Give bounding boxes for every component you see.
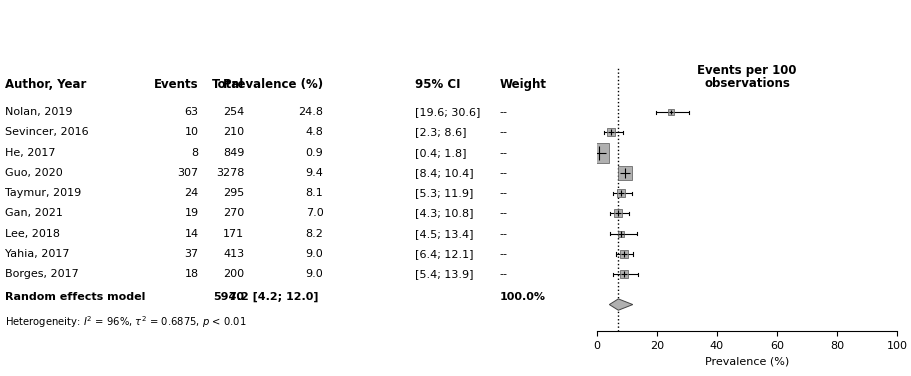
Text: 270: 270 — [223, 208, 244, 218]
Text: 413: 413 — [223, 249, 244, 259]
Text: Total: Total — [212, 78, 244, 91]
Text: Sevincer, 2016: Sevincer, 2016 — [5, 127, 88, 138]
Text: 95% CI: 95% CI — [415, 78, 460, 91]
Text: 63: 63 — [185, 107, 199, 117]
Text: 24.8: 24.8 — [299, 107, 323, 117]
Text: [4.5; 13.4]: [4.5; 13.4] — [415, 229, 473, 239]
Text: [5.4; 13.9]: [5.4; 13.9] — [415, 269, 473, 279]
Text: [8.4; 10.4]: [8.4; 10.4] — [415, 168, 473, 178]
Text: Nolan, 2019: Nolan, 2019 — [5, 107, 72, 117]
Text: He, 2017: He, 2017 — [5, 148, 55, 158]
Text: 4.8: 4.8 — [305, 127, 323, 138]
Text: Yahia, 2017: Yahia, 2017 — [5, 249, 69, 259]
X-axis label: Prevalence (%): Prevalence (%) — [705, 356, 789, 366]
Text: Events: Events — [154, 78, 199, 91]
Text: 9.0: 9.0 — [306, 249, 323, 259]
Text: [4.3; 10.8]: [4.3; 10.8] — [415, 208, 473, 218]
Text: 210: 210 — [223, 127, 244, 138]
Text: 8.2: 8.2 — [305, 229, 323, 239]
Polygon shape — [609, 299, 633, 310]
Text: 7.0: 7.0 — [306, 208, 323, 218]
Text: Prevalence (%): Prevalence (%) — [223, 78, 323, 91]
Text: --: -- — [499, 229, 507, 239]
Text: Events per 100: Events per 100 — [697, 64, 797, 77]
Text: 295: 295 — [223, 188, 244, 198]
Text: --: -- — [499, 107, 507, 117]
Text: [0.4; 1.8]: [0.4; 1.8] — [415, 148, 466, 158]
Text: [2.3; 8.6]: [2.3; 8.6] — [415, 127, 466, 138]
Text: Gan, 2021: Gan, 2021 — [5, 208, 63, 218]
Text: Guo, 2020: Guo, 2020 — [5, 168, 62, 178]
Text: 5940: 5940 — [213, 292, 244, 302]
Text: 171: 171 — [223, 229, 244, 239]
Text: 3278: 3278 — [216, 168, 244, 178]
Text: --: -- — [499, 249, 507, 259]
Text: --: -- — [499, 168, 507, 178]
Text: 14: 14 — [184, 229, 199, 239]
Text: 254: 254 — [223, 107, 244, 117]
Text: 0.9: 0.9 — [306, 148, 323, 158]
Text: 7.2 [4.2; 12.0]: 7.2 [4.2; 12.0] — [230, 292, 319, 302]
Text: 307: 307 — [178, 168, 199, 178]
Text: --: -- — [499, 188, 507, 198]
Text: [19.6; 30.6]: [19.6; 30.6] — [415, 107, 480, 117]
Text: 37: 37 — [184, 249, 199, 259]
Text: --: -- — [499, 208, 507, 218]
Text: 9.4: 9.4 — [305, 168, 323, 178]
Text: 24: 24 — [184, 188, 199, 198]
Text: 8.1: 8.1 — [306, 188, 323, 198]
Text: Random effects model: Random effects model — [5, 292, 145, 302]
Text: Taymur, 2019: Taymur, 2019 — [5, 188, 81, 198]
Text: 10: 10 — [185, 127, 199, 138]
Text: --: -- — [499, 269, 507, 279]
Text: [6.4; 12.1]: [6.4; 12.1] — [415, 249, 473, 259]
Text: Heterogeneity: $I^2$ = 96%, $\tau^2$ = 0.6875, $p$ < 0.01: Heterogeneity: $I^2$ = 96%, $\tau^2$ = 0… — [5, 314, 246, 330]
Text: Author, Year: Author, Year — [5, 78, 86, 91]
Text: 849: 849 — [223, 148, 244, 158]
Text: Lee, 2018: Lee, 2018 — [5, 229, 59, 239]
Text: 200: 200 — [223, 269, 244, 279]
Text: [5.3; 11.9]: [5.3; 11.9] — [415, 188, 473, 198]
Text: 9.0: 9.0 — [306, 269, 323, 279]
Text: --: -- — [499, 148, 507, 158]
Text: observations: observations — [704, 77, 790, 90]
Text: 19: 19 — [184, 208, 199, 218]
Text: Borges, 2017: Borges, 2017 — [5, 269, 78, 279]
Text: 18: 18 — [184, 269, 199, 279]
Text: 100.0%: 100.0% — [499, 292, 545, 302]
Text: 8: 8 — [191, 148, 199, 158]
Text: Weight: Weight — [499, 78, 547, 91]
Text: --: -- — [499, 127, 507, 138]
